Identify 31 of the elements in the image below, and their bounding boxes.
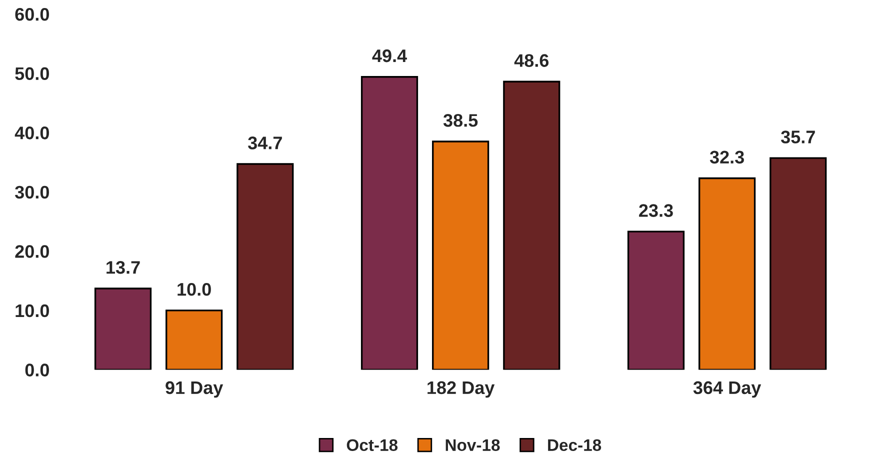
bar (94, 288, 152, 370)
data-label: 35.7 (780, 130, 815, 144)
x-tick-label: 364 Day (693, 381, 762, 398)
data-label: 38.5 (443, 114, 478, 127)
bar (236, 163, 294, 370)
x-tick-label: 91 Day (166, 381, 224, 398)
y-tick-label: 30.0 (14, 186, 49, 199)
data-label: 49.4 (372, 49, 407, 62)
y-tick-label: 60.0 (15, 8, 49, 21)
bar (432, 140, 490, 370)
data-label: 10.0 (178, 282, 211, 296)
y-tick-label: 10.0 (16, 304, 49, 318)
bar (166, 310, 223, 370)
legend-label: Nov-18 (446, 439, 500, 452)
y-tick-label: 20.0 (15, 245, 49, 258)
y-tick-label: 40.0 (14, 126, 49, 140)
x-tick-label: 182 Day (428, 381, 495, 398)
bar (698, 177, 756, 370)
data-label: 34.7 (248, 136, 282, 150)
data-label: 48.6 (514, 54, 549, 67)
legend-label: Dec-18 (548, 439, 602, 452)
bar (627, 230, 685, 370)
bar (770, 157, 827, 370)
data-label: 13.7 (106, 261, 140, 274)
bar (360, 76, 418, 370)
data-label: 23.3 (639, 204, 673, 217)
legend-label: Oct-18 (346, 439, 398, 452)
data-label: 32.3 (710, 150, 744, 164)
y-tick-label: 50.0 (15, 67, 49, 80)
y-tick-label: 0.0 (25, 364, 49, 376)
bar (503, 80, 560, 370)
